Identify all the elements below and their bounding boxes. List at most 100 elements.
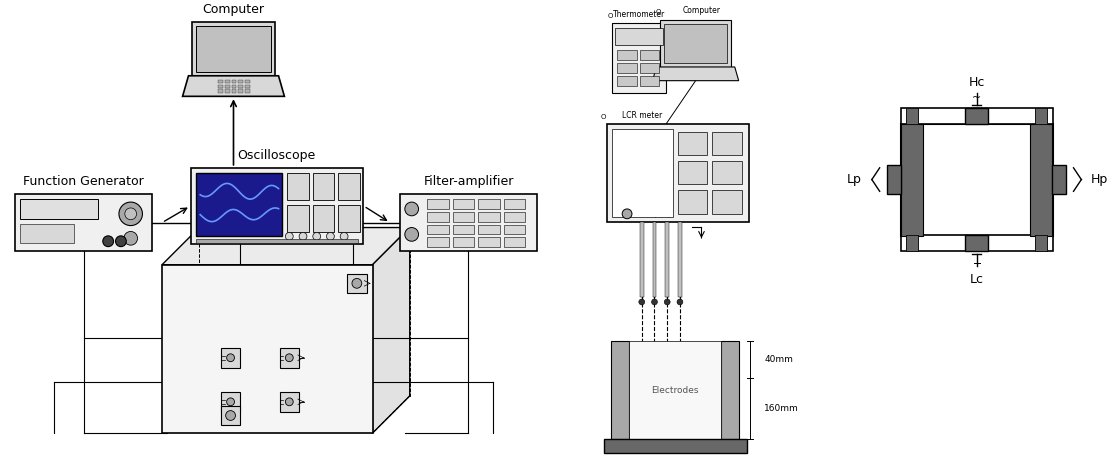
Bar: [16, 194, 152, 251]
Bar: [245, 84, 251, 88]
Bar: [196, 239, 358, 243]
Circle shape: [677, 299, 683, 305]
Text: ~: ~: [972, 93, 981, 103]
Bar: [678, 190, 707, 214]
Bar: [288, 205, 309, 232]
Bar: [678, 132, 707, 155]
Text: R: R: [639, 173, 647, 183]
Circle shape: [285, 354, 293, 362]
Bar: [504, 237, 525, 247]
Bar: [721, 341, 739, 439]
Text: O: O: [601, 114, 606, 120]
Bar: [245, 90, 251, 93]
Bar: [660, 20, 731, 67]
Bar: [901, 124, 923, 236]
Circle shape: [299, 232, 307, 240]
Circle shape: [285, 232, 293, 240]
Text: Function Generator: Function Generator: [23, 175, 144, 188]
Text: Computer: Computer: [683, 6, 721, 15]
Bar: [453, 224, 474, 235]
Bar: [1052, 165, 1065, 194]
Text: Oscilloscope: Oscilloscope: [237, 149, 316, 162]
Bar: [20, 199, 98, 219]
Bar: [238, 84, 243, 88]
Polygon shape: [652, 67, 739, 81]
Bar: [338, 173, 360, 200]
Bar: [906, 235, 918, 251]
Text: C: C: [639, 146, 647, 156]
Bar: [162, 265, 373, 433]
Text: Lp: Lp: [650, 209, 659, 218]
Bar: [218, 84, 223, 88]
Circle shape: [124, 231, 138, 245]
Bar: [611, 341, 629, 439]
Text: EM 04-1: EM 04-1: [44, 204, 75, 213]
Bar: [478, 237, 500, 247]
Bar: [1035, 235, 1047, 251]
Circle shape: [115, 236, 126, 246]
Bar: [280, 392, 299, 412]
Bar: [906, 108, 918, 124]
Text: Lc: Lc: [638, 209, 646, 218]
Text: 160mm: 160mm: [764, 404, 799, 413]
Bar: [504, 199, 525, 209]
Bar: [220, 392, 241, 412]
Bar: [713, 161, 742, 185]
Bar: [612, 23, 666, 93]
Polygon shape: [199, 228, 410, 396]
Text: O: O: [608, 13, 613, 19]
Bar: [245, 80, 251, 83]
Bar: [1035, 108, 1047, 124]
Bar: [618, 50, 637, 60]
Bar: [225, 84, 229, 88]
Bar: [504, 212, 525, 222]
Bar: [478, 224, 500, 235]
Bar: [618, 63, 637, 73]
Bar: [218, 90, 223, 93]
Bar: [196, 173, 282, 236]
Bar: [665, 24, 727, 63]
Bar: [666, 222, 669, 297]
Bar: [225, 90, 229, 93]
Bar: [453, 212, 474, 222]
Circle shape: [651, 299, 658, 305]
Circle shape: [405, 202, 419, 216]
Bar: [640, 222, 643, 297]
Bar: [220, 348, 241, 368]
Bar: [427, 199, 449, 209]
Text: 40mm: 40mm: [764, 355, 793, 364]
Bar: [618, 76, 637, 85]
Bar: [965, 108, 988, 124]
Bar: [713, 190, 742, 214]
Circle shape: [327, 232, 335, 240]
Bar: [191, 168, 363, 244]
Bar: [901, 235, 1053, 251]
Bar: [20, 224, 74, 243]
Circle shape: [119, 202, 142, 225]
Text: Computer: Computer: [203, 3, 264, 16]
Bar: [640, 50, 659, 60]
Bar: [288, 173, 309, 200]
Bar: [887, 165, 901, 194]
Circle shape: [352, 279, 361, 288]
Bar: [629, 341, 721, 439]
Bar: [196, 26, 271, 72]
Circle shape: [125, 208, 137, 220]
Bar: [1031, 124, 1052, 236]
Bar: [232, 84, 236, 88]
Bar: [678, 161, 707, 185]
Text: Thermometer: Thermometer: [613, 10, 665, 19]
Text: O: O: [656, 9, 661, 15]
Bar: [901, 108, 1053, 124]
Bar: [640, 63, 659, 73]
Bar: [1035, 235, 1047, 251]
Bar: [603, 439, 746, 453]
Circle shape: [313, 232, 321, 240]
Circle shape: [665, 299, 670, 305]
Bar: [232, 80, 236, 83]
Bar: [338, 205, 360, 232]
Bar: [478, 199, 500, 209]
Text: Hp: Hp: [662, 209, 673, 218]
Circle shape: [639, 299, 645, 305]
Text: Electrodes: Electrodes: [651, 386, 698, 395]
